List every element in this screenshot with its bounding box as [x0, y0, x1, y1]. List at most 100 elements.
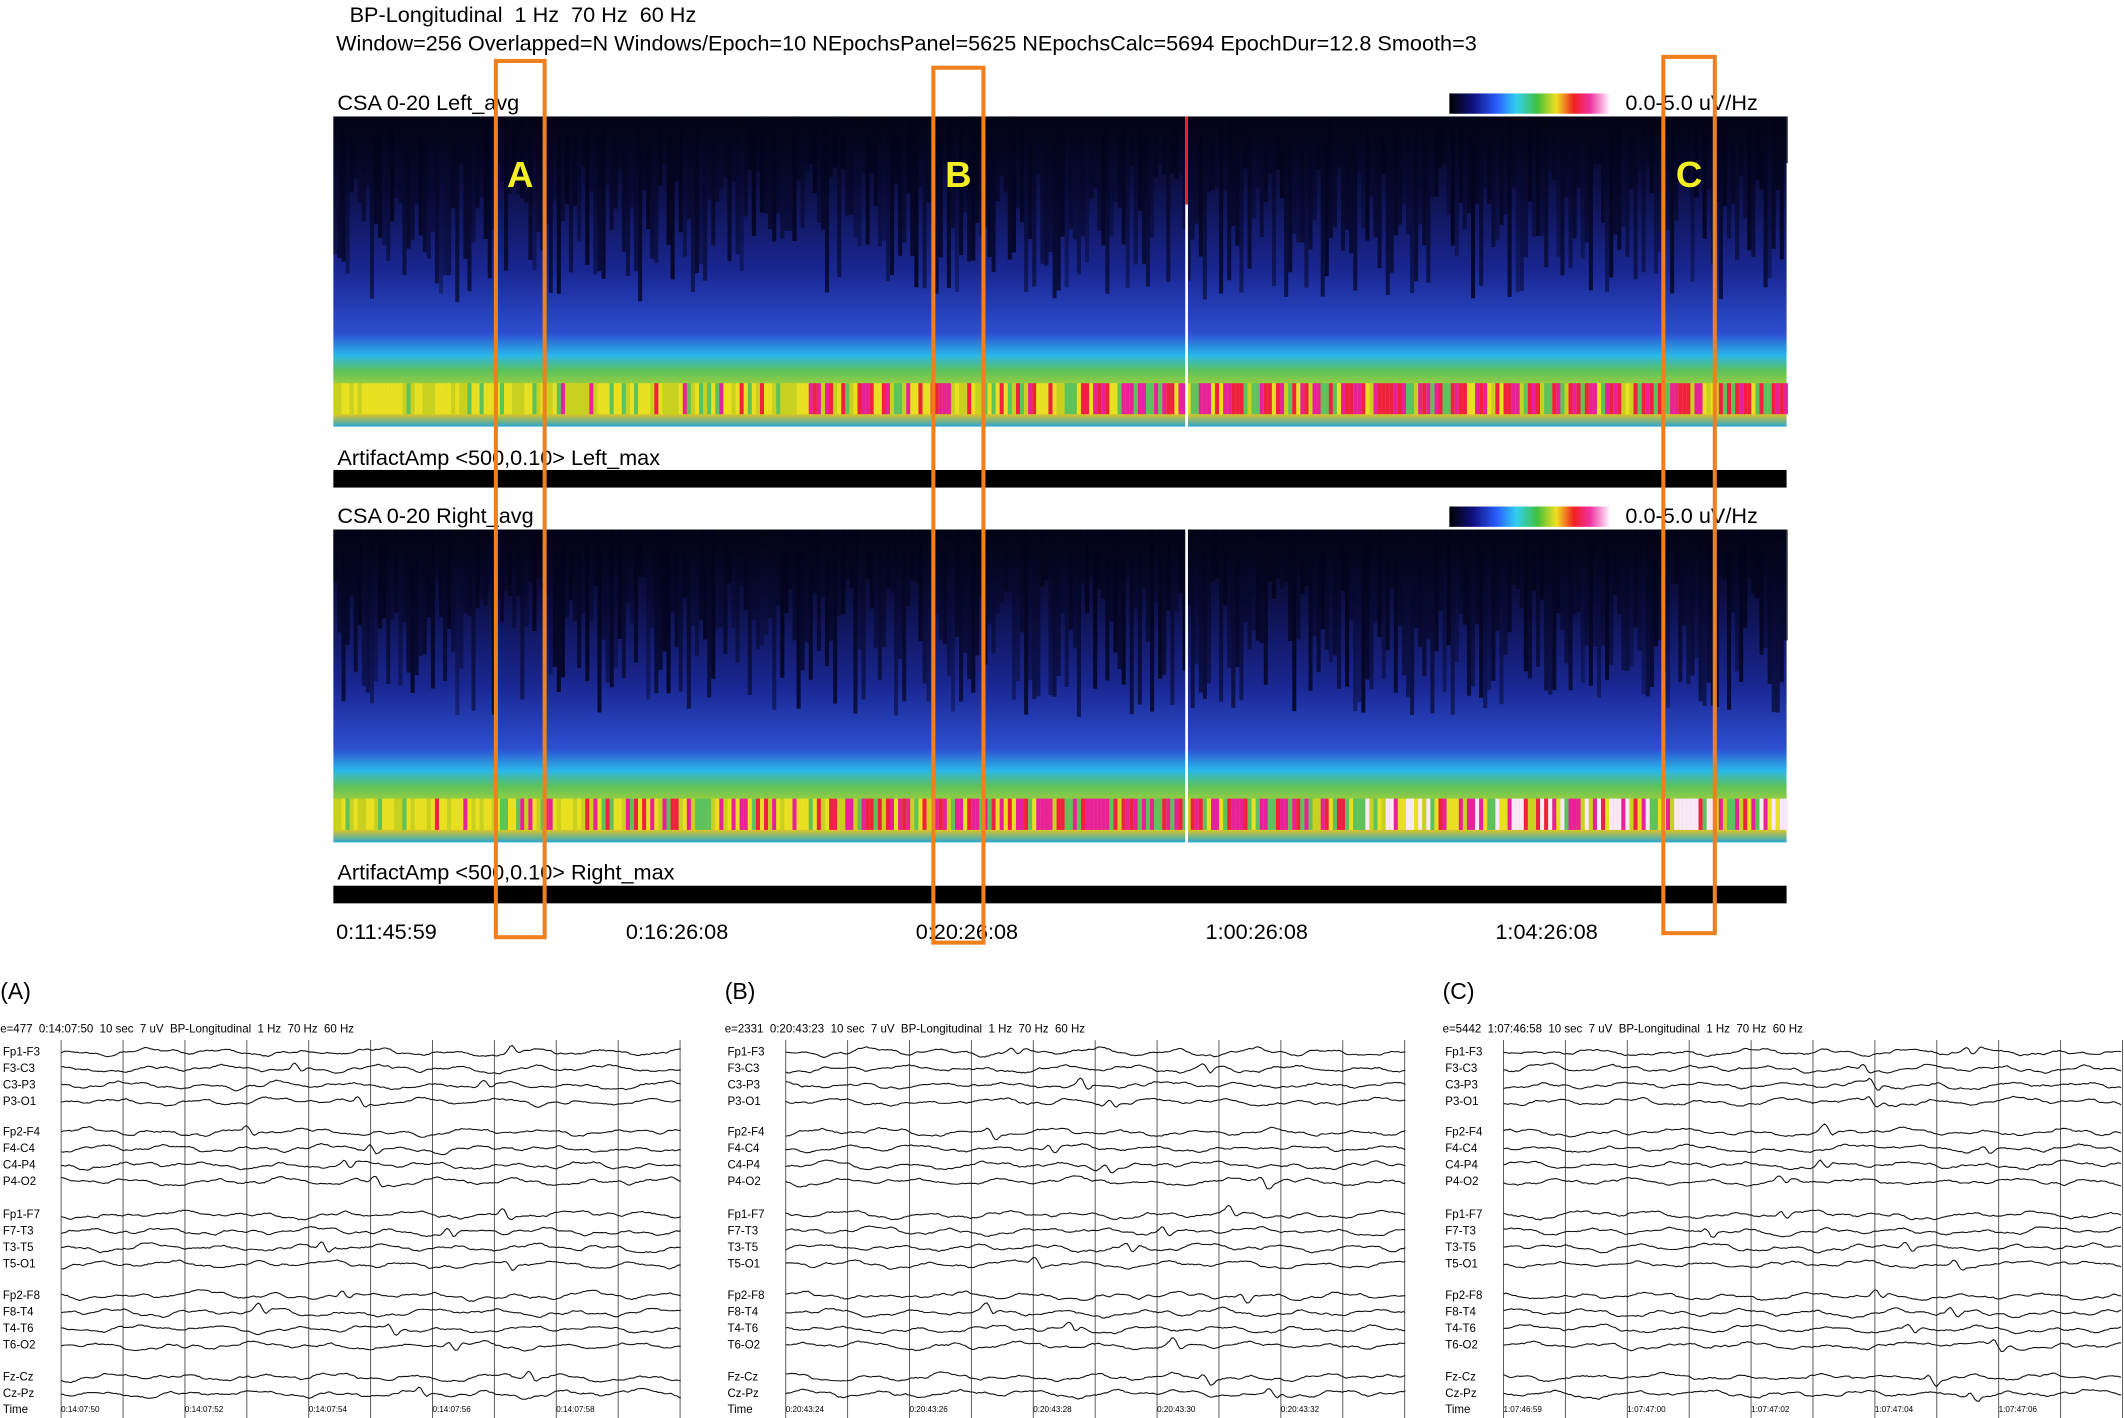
spectrogram-band	[1454, 798, 1459, 830]
spectrogram-band	[1442, 383, 1447, 415]
spectrogram-column	[812, 529, 817, 593]
spectrogram-band	[686, 798, 691, 830]
spectrogram-band	[345, 383, 350, 415]
spectrogram-band	[1629, 798, 1634, 830]
spectrogram-column	[1397, 529, 1402, 626]
spectrogram-band	[337, 383, 342, 415]
spectrogram-band	[1580, 383, 1585, 415]
eeg-tick-label: 1:07:47:04	[1875, 1405, 1914, 1414]
spectrogram-band	[1406, 798, 1411, 830]
spectrogram-column	[1349, 529, 1354, 620]
spectrogram-band	[800, 798, 805, 830]
spectrogram-column	[1686, 529, 1691, 685]
spectrogram-column	[1080, 116, 1086, 237]
spectrogram-column	[1263, 529, 1268, 685]
spectrogram-column	[447, 116, 452, 276]
spectrogram-column	[1101, 116, 1106, 246]
spectrogram-band	[999, 798, 1004, 830]
spectrogram-band	[1462, 798, 1467, 830]
marker-box	[1661, 54, 1717, 936]
spectrogram-column	[1438, 116, 1443, 168]
spectrogram-column	[658, 529, 663, 670]
spectrogram-column	[1381, 529, 1386, 680]
spectrogram-column	[487, 116, 492, 279]
spectrogram-column	[1275, 116, 1281, 170]
spectrogram-band	[1605, 798, 1610, 830]
spectrogram-column	[979, 529, 984, 595]
spectrogram-column	[1150, 116, 1155, 238]
spectrogram-band	[1365, 798, 1370, 830]
spectrogram-column	[1649, 116, 1654, 194]
spectrogram-column	[1495, 116, 1500, 241]
spectrogram-band	[1194, 383, 1199, 415]
eeg-trace	[785, 1371, 1406, 1386]
spectrogram-column	[1698, 529, 1703, 702]
spectrogram-band	[1324, 798, 1329, 830]
spectrogram-band	[1523, 383, 1528, 415]
spectrogram-band	[1239, 383, 1244, 415]
spectrogram-column	[520, 116, 525, 199]
spectrogram-column	[1284, 529, 1289, 583]
spectrogram-column	[922, 529, 927, 684]
spectrogram-band	[829, 383, 834, 415]
spectrogram-column	[869, 529, 874, 609]
spectrogram-band	[1507, 798, 1512, 830]
spectrogram-column	[1076, 116, 1081, 275]
spectrogram-band	[719, 383, 724, 415]
spectrogram-column	[824, 529, 830, 667]
spectrogram-band	[1003, 383, 1008, 415]
spectrogram-column	[398, 116, 403, 203]
eeg-header: e=2331 0:20:43:23 10 sec 7 uV BP-Longitu…	[725, 1023, 1085, 1035]
spectrogram-column	[1783, 529, 1788, 641]
spectrogram-column	[987, 116, 992, 258]
spectrogram-band	[1040, 798, 1045, 830]
spectrogram-band	[979, 798, 984, 830]
spectrogram-band	[723, 798, 728, 830]
spectrogram-band	[394, 798, 399, 830]
spectrogram-band	[694, 798, 700, 830]
time-axis-label: Time	[727, 1404, 752, 1416]
spectrogram-band	[487, 798, 492, 830]
channel-label: F8-T4	[3, 1307, 34, 1319]
spectrogram-column	[1515, 529, 1520, 589]
spectrogram-column	[1434, 529, 1439, 652]
spectrogram-column	[447, 529, 452, 629]
spectrogram-column	[800, 529, 805, 671]
spectrogram-band	[629, 383, 635, 415]
eeg-trace	[60, 1289, 681, 1302]
spectrogram-band	[1048, 798, 1053, 830]
spectrogram-column	[1621, 116, 1626, 227]
spectrogram-column	[378, 116, 383, 238]
spectrogram-column	[1125, 116, 1130, 289]
spectrogram-column	[1194, 529, 1199, 664]
spectrogram-column	[1641, 529, 1646, 695]
spectrogram-band	[1657, 798, 1662, 830]
eeg-trace	[61, 1159, 682, 1171]
spectrogram-band	[1751, 383, 1756, 415]
spectrogram-band	[609, 798, 614, 830]
spectrogram-band	[1186, 383, 1191, 415]
spectrogram-band	[1637, 383, 1642, 415]
spectrogram-column	[532, 116, 537, 271]
spectrogram-column	[1483, 116, 1488, 188]
spectrogram-column	[1531, 116, 1537, 237]
eeg-trace	[1503, 1289, 2122, 1301]
spectrogram-band	[1271, 383, 1276, 415]
header-line: Window=256 Overlapped=N Windows/Epoch=10…	[336, 30, 1477, 55]
spectrogram-column	[971, 529, 976, 693]
spectrogram-band	[934, 383, 939, 415]
spectrogram-column	[1320, 529, 1325, 630]
channel-label: T3-T5	[727, 1242, 758, 1254]
spectrogram-band	[467, 798, 472, 830]
spectrogram-column	[634, 529, 639, 663]
spectrogram-column	[1536, 529, 1541, 667]
spectrogram-column	[487, 529, 492, 592]
spectrogram-band	[1231, 798, 1236, 830]
spectrogram-band	[910, 798, 915, 830]
spectrogram-band	[1166, 383, 1171, 415]
spectrogram-column	[378, 529, 383, 629]
spectrogram-column	[837, 529, 842, 616]
spectrogram-column	[1536, 116, 1541, 236]
spectrogram-band	[971, 383, 976, 415]
spectrogram-column	[646, 116, 651, 229]
